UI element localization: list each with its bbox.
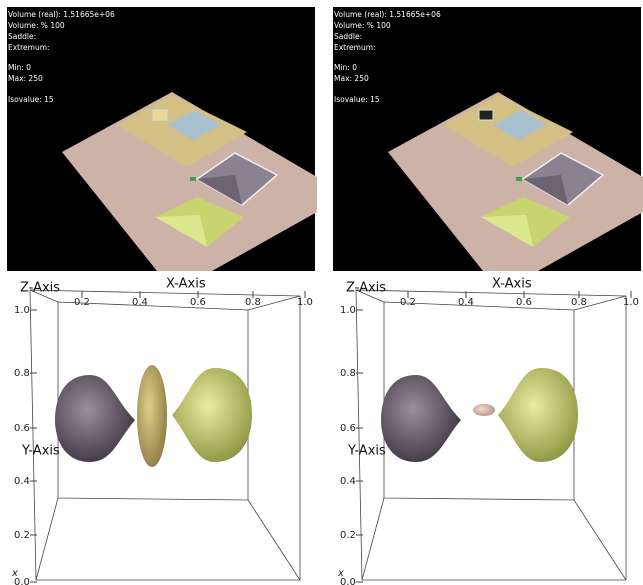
box-edge: [573, 499, 627, 581]
overlay-text: Saddle:: [8, 32, 36, 41]
small-box: [478, 109, 494, 121]
overlay-text: Volume: % 100: [334, 21, 391, 30]
y-axis-label: Y-Axis: [21, 444, 60, 459]
overlay-text: Min: 0: [334, 63, 357, 72]
box-edge: [247, 295, 301, 311]
pyramid-yellow-face: [155, 215, 207, 247]
y-tick-label: 0.8: [14, 368, 30, 379]
x-tick-label: 0.8: [571, 297, 587, 308]
isosurface-green: [498, 368, 578, 462]
y-tick-label: 0.4: [340, 476, 356, 487]
y-tick-label: 0.6: [14, 423, 30, 434]
marker: [190, 177, 196, 181]
y-tick-label: 1.0: [340, 305, 356, 316]
pyramid-dark-face: [197, 175, 242, 205]
isosurface-torus: [137, 365, 167, 467]
y-tick-label: 0.2: [14, 530, 30, 541]
plate: [167, 110, 221, 140]
overlay-text: Isovalue: 15: [334, 95, 380, 104]
y-tick-label: 1.0: [14, 305, 30, 316]
x-tick-label: 1.0: [623, 297, 639, 308]
overlay-text: Max: 250: [8, 74, 43, 83]
y-tick-label: 0.6: [340, 423, 356, 434]
x-tick-label: 1.0: [297, 297, 313, 308]
x-tick-label: 0.4: [132, 297, 148, 308]
x-tick-label: 0.2: [400, 297, 416, 308]
overlay-text: Volume (real): 1.51665e+06: [334, 10, 441, 19]
plot-3d: 0.2 0.4 0.6 0.8 1.0 1.0 0.8 0.6 0.4 0.2 0.0 Z-Axis X…: [11, 277, 313, 585]
small-box: [152, 109, 168, 121]
x-tick-label: 0.8: [245, 297, 261, 308]
floor: [388, 92, 643, 271]
box-edge: [573, 295, 627, 311]
y-tick-label: 0.2: [340, 530, 356, 541]
pyramid-dark-face: [523, 175, 568, 205]
plate: [493, 110, 547, 140]
x-tick-label: 0.6: [516, 297, 532, 308]
overlay-text: Max: 250: [334, 74, 369, 83]
box-edge: [361, 497, 385, 581]
overlay-text: Extremum:: [8, 43, 50, 52]
isosurface-purple: [55, 375, 135, 462]
overlay-text: Min: 0: [8, 63, 31, 72]
y-tick-label: 0.4: [14, 476, 30, 487]
overlay-text: Isovalue: 15: [8, 95, 54, 104]
isosurface-purple: [381, 375, 461, 462]
box-edge: [247, 499, 301, 581]
box-edge: [355, 289, 385, 303]
box-edge: [35, 497, 59, 581]
x-tick-label: 0.2: [74, 297, 90, 308]
isosurface-small: [473, 404, 495, 416]
z-axis-label: Z-Axis: [346, 281, 386, 296]
box-edge: [29, 289, 59, 303]
isosurface-green: [172, 368, 252, 462]
marker: [516, 177, 522, 181]
y-tick-label: 0.8: [340, 368, 356, 379]
corner-label: x: [337, 568, 344, 579]
y-tick-label: 0.0: [340, 577, 356, 585]
overlay-text: Extremum:: [334, 43, 376, 52]
overlay-text: Volume: % 100: [8, 21, 65, 30]
y-axis-label: Y-Axis: [347, 444, 386, 459]
plot-3d: 0.2 0.4 0.6 0.8 1.0 1.0 0.8 0.6 0.4 0.2 0.0 Z-Axis X…: [337, 277, 639, 585]
x-axis-label: X-Axis: [166, 277, 206, 292]
x-axis-label: X-Axis: [492, 277, 532, 292]
z-axis-label: Z-Axis: [20, 281, 60, 296]
x-tick-label: 0.4: [458, 297, 474, 308]
overlay-text: Volume (real): 1.51665e+06: [8, 10, 115, 19]
floor: [62, 92, 317, 271]
y-tick-label: 0.0: [14, 577, 30, 585]
x-tick-label: 0.6: [190, 297, 206, 308]
overlay-text: Saddle:: [334, 32, 362, 41]
corner-label: x: [11, 568, 18, 579]
pyramid-yellow-face: [481, 215, 533, 247]
